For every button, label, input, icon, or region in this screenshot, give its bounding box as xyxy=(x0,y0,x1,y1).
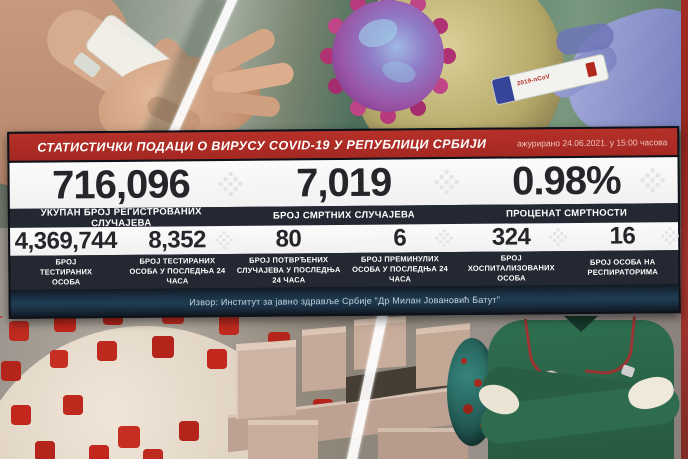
stat-value: 0.98% xyxy=(511,158,621,204)
stat-value: 7,019 xyxy=(295,160,392,205)
stat-label: БРОЈ ОСОБА НА РЕСПИРАТОРИМА xyxy=(587,257,659,277)
stat-value: 8,352 xyxy=(148,226,207,254)
stat-value: 16 xyxy=(609,222,636,250)
right-edge-red-strip xyxy=(681,0,688,459)
box xyxy=(302,326,346,392)
secondary-labels-row: БРОЈ ТЕСТИРАНИХ ОСОБА БРОЈ ТЕСТИРАНИХ ОС… xyxy=(10,250,679,290)
stat-label: БРОЈ СМРТНИХ СЛУЧАЈЕВА xyxy=(272,209,415,222)
stat-value: 6 xyxy=(393,224,407,252)
virus-body xyxy=(332,0,444,112)
diamond-ornament xyxy=(444,180,449,185)
primary-values-row: 716,096 7,019 0.98% xyxy=(9,157,678,209)
stat-label: БРОЈ ПОТВРЂЕНИХ СЛУЧАЈЕВА У ПОСЛЕДЊА 24 … xyxy=(236,255,341,285)
stat-value: 80 xyxy=(275,225,302,253)
cardboard-model-photo xyxy=(228,316,480,459)
stat-hospitalized: 324 xyxy=(455,223,567,252)
stat-label: ПРОЦЕНАТ СМРТНОСТИ xyxy=(506,207,628,220)
updated-timestamp: ажурирано 24.06.2021. у 15:00 часова xyxy=(517,136,668,148)
stat-value: 324 xyxy=(491,223,531,251)
stat-deaths: 7,019 xyxy=(232,159,455,207)
stat-total-cases: 716,096 xyxy=(9,161,232,209)
diamond-ornament xyxy=(556,235,560,239)
stat-label: БРОЈ ХОСПИТАЛИЗОВАНИХ ОСОБА xyxy=(467,253,555,283)
stat-tested: 4,369,744 xyxy=(10,227,122,256)
stat-label: БРОЈ ПРЕМИНУЛИХ ОСОБА У ПОСЛЕДЊА 24 ЧАСА xyxy=(352,254,449,284)
box xyxy=(236,339,296,420)
stat-label: БРОЈ ТЕСТИРАНИХ ОСОБА xyxy=(39,257,93,287)
stat-ventilators: 16 xyxy=(567,222,679,251)
stat-value: 716,096 xyxy=(52,161,190,208)
diamond-ornament xyxy=(228,181,233,187)
doctor-photo xyxy=(472,316,688,459)
virus-red-spikes xyxy=(0,316,2,318)
diamond-ornament xyxy=(442,236,446,240)
test-tube-cap xyxy=(491,76,515,105)
diamond-ornament xyxy=(650,178,655,183)
stat-tested-24h: 8,352 xyxy=(121,226,233,255)
stat-label: БРОЈ ТЕСТИРАНИХ ОСОБА У ПОСЛЕДЊА 24 ЧАСА xyxy=(129,256,226,286)
diamond-ornament xyxy=(222,238,226,242)
diamond-ornament xyxy=(668,234,672,238)
stat-value: 4,369,744 xyxy=(14,226,118,255)
box xyxy=(248,420,318,459)
stat-died-24h: 6 xyxy=(344,224,456,253)
coronavirus-purple-image xyxy=(312,0,464,132)
stat-mortality-rate: 0.98% xyxy=(455,157,678,205)
panel-title: СТАТИСТИЧКИ ПОДАЦИ О ВИРУСУ COVID-19 У Р… xyxy=(37,136,487,155)
sphere-red-dots xyxy=(461,358,467,364)
box xyxy=(378,428,468,459)
statistics-panel: СТАТИСТИЧКИ ПОДАЦИ О ВИРУСУ COVID-19 У Р… xyxy=(7,126,681,319)
stat-confirmed-24h: 80 xyxy=(233,225,345,254)
source-text: Извор: Институт за јавно здравље Србије … xyxy=(189,294,501,307)
test-tube-label: 2019-nCoV xyxy=(516,73,551,88)
test-tube-red-mark xyxy=(585,61,598,78)
